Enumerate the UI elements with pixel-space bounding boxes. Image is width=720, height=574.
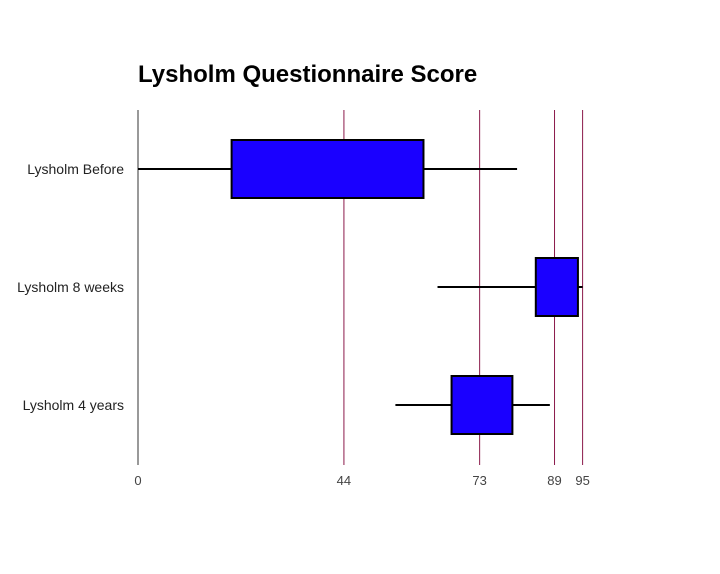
category-label: Lysholm Before: [27, 161, 124, 177]
box-0: [230, 139, 425, 199]
chart-title: Lysholm Questionnaire Score: [138, 61, 477, 88]
box-2: [450, 375, 514, 435]
category-label: Lysholm 4 years: [23, 397, 124, 413]
x-tick-labels: 0 44 73 89 95: [134, 473, 589, 488]
x-tick-label: 95: [575, 473, 589, 488]
x-tick-label: 44: [337, 473, 351, 488]
boxes: [138, 139, 583, 435]
x-tick-label: 0: [134, 473, 141, 488]
x-tick-label: 73: [472, 473, 486, 488]
box-1: [534, 257, 579, 317]
category-labels: Lysholm Before Lysholm 8 weeks Lysholm 4 y…: [17, 161, 124, 413]
category-label: Lysholm 8 weeks: [17, 279, 124, 295]
x-tick-label: 89: [547, 473, 561, 488]
